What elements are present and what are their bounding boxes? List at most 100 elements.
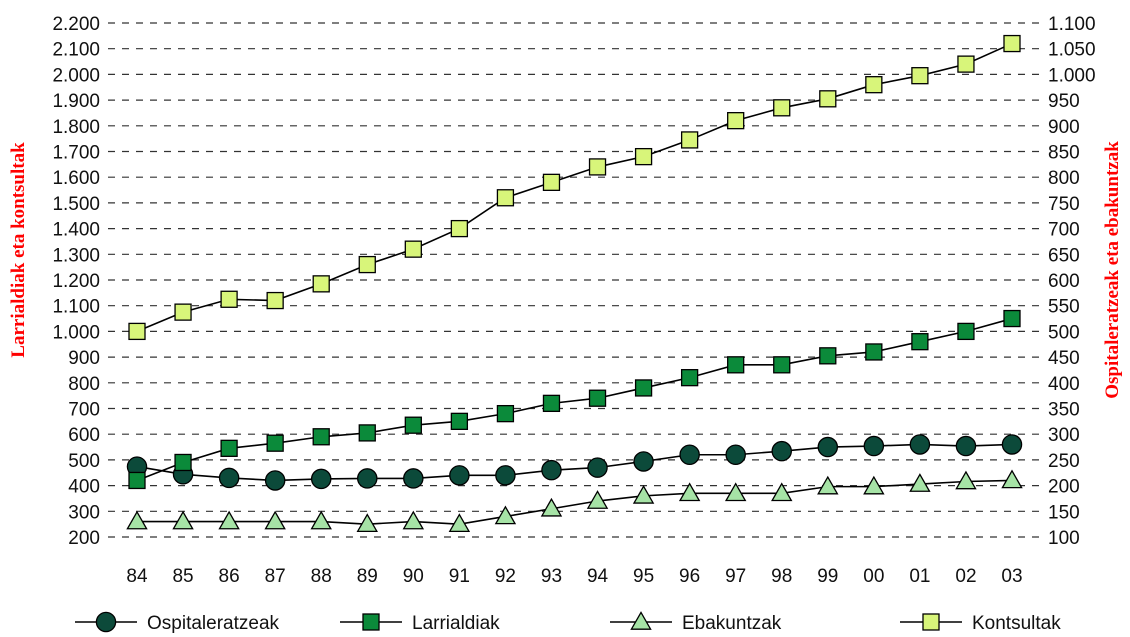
data-point-ebakuntzak xyxy=(955,470,977,490)
data-point-ebakuntzak xyxy=(724,482,747,502)
right-tick-label: 1.050 xyxy=(1048,40,1096,61)
left-tick-label: 1.800 xyxy=(52,117,100,138)
data-point-ospitaleratzeak xyxy=(863,435,885,457)
data-point-kontsultak xyxy=(727,112,745,130)
data-point-larrialdiak xyxy=(358,424,376,442)
data-point-ospitaleratzeak xyxy=(955,435,977,457)
series-ebakuntzak xyxy=(126,469,1023,532)
x-tick-label: 96 xyxy=(679,566,700,587)
data-point-larrialdiak xyxy=(174,453,192,472)
data-point-kontsultak xyxy=(404,240,422,258)
data-point-larrialdiak xyxy=(1003,309,1021,328)
right-tick-label: 650 xyxy=(1048,245,1080,266)
data-point-kontsultak xyxy=(773,99,791,117)
data-point-larrialdiak xyxy=(404,416,422,434)
data-point-larrialdiak xyxy=(727,356,745,374)
data-point-ospitaleratzeak xyxy=(403,468,424,489)
series-larrialdiak xyxy=(128,309,1021,490)
x-tick-label: 88 xyxy=(311,566,332,587)
left-tick-label: 300 xyxy=(68,502,100,523)
right-axis-title: Ospitaleratzeak eta ebakuntzak xyxy=(1102,141,1123,399)
right-tick-label: 200 xyxy=(1048,477,1080,498)
left-tick-label: 2.100 xyxy=(52,40,100,61)
data-point-ebakuntzak xyxy=(494,505,517,525)
x-tick-label: 00 xyxy=(863,566,884,587)
left-tick-label: 900 xyxy=(68,348,100,369)
data-point-kontsultak xyxy=(174,303,192,321)
left-tick-label: 1.200 xyxy=(52,271,100,292)
data-point-kontsultak xyxy=(358,255,376,274)
legend-item-ebakuntzak: Ebakuntzak xyxy=(610,611,782,634)
x-tick-label: 01 xyxy=(909,566,930,587)
data-point-larrialdiak xyxy=(542,394,561,413)
right-tick-label: 900 xyxy=(1048,117,1080,138)
data-point-larrialdiak xyxy=(819,347,837,365)
right-tick-label: 400 xyxy=(1048,374,1080,395)
legend-marker-ospitaleratzeak xyxy=(95,611,117,633)
left-axis-title: Larrialdiak eta kontsultak xyxy=(8,142,29,358)
x-tick-label: 92 xyxy=(495,566,516,587)
left-tick-label: 1.600 xyxy=(52,168,100,189)
left-tick-label: 600 xyxy=(68,425,100,446)
legend: Ospitaleratzeak Larrialdiak Ebakuntzak Kont… xyxy=(75,611,1061,634)
left-tick-label: 1.100 xyxy=(52,297,100,318)
x-tick-label: 95 xyxy=(633,566,654,587)
right-tick-label: 350 xyxy=(1048,400,1080,421)
data-point-kontsultak xyxy=(957,55,975,73)
left-tick-label: 200 xyxy=(68,528,100,549)
data-point-kontsultak xyxy=(911,67,929,85)
data-point-ospitaleratzeak xyxy=(541,459,562,481)
right-tick-label: 1.100 xyxy=(1048,14,1096,35)
data-point-kontsultak xyxy=(312,275,330,293)
series-line-larrialdiak xyxy=(136,317,1013,482)
data-point-ebakuntzak xyxy=(310,510,332,530)
left-tick-label: 1.500 xyxy=(52,194,100,215)
data-point-kontsultak xyxy=(1003,34,1021,53)
x-tick-label: 02 xyxy=(955,566,976,587)
left-tick-label: 1.900 xyxy=(52,91,100,112)
data-point-larrialdiak xyxy=(266,434,284,452)
x-tick-label: 99 xyxy=(817,566,838,587)
data-point-ebakuntzak xyxy=(817,475,839,495)
data-point-ebakuntzak xyxy=(172,510,194,530)
left-tick-label: 1.000 xyxy=(52,322,100,343)
x-axis-ticks: 84 85 86 87 88 89 90 91 92 93 94 95 96 97 98 99 00 01 02 03 xyxy=(126,566,1022,587)
data-point-ebakuntzak xyxy=(448,513,471,532)
x-tick-label: 87 xyxy=(265,566,286,587)
data-point-ebakuntzak xyxy=(540,497,563,517)
data-point-ebakuntzak xyxy=(678,482,701,502)
data-point-ospitaleratzeak xyxy=(587,457,608,478)
data-point-kontsultak xyxy=(865,76,883,94)
left-tick-label: 500 xyxy=(68,451,100,472)
x-tick-label: 90 xyxy=(403,566,424,587)
data-point-kontsultak xyxy=(128,322,146,341)
x-tick-label: 03 xyxy=(1001,566,1022,587)
data-point-ebakuntzak xyxy=(402,510,425,530)
right-tick-label: 700 xyxy=(1048,220,1080,241)
x-tick-label: 94 xyxy=(587,566,609,587)
data-point-ospitaleratzeak xyxy=(1001,434,1023,455)
data-point-kontsultak xyxy=(450,219,469,238)
data-point-ebakuntzak xyxy=(126,510,148,530)
data-point-ospitaleratzeak xyxy=(310,468,332,490)
legend-label-larrialdiak: Larrialdiak xyxy=(412,613,500,634)
data-point-ebakuntzak xyxy=(1001,469,1023,489)
data-point-ospitaleratzeak xyxy=(909,434,931,455)
x-tick-label: 89 xyxy=(357,566,378,587)
x-tick-label: 84 xyxy=(126,566,148,587)
data-point-ebakuntzak xyxy=(356,513,378,532)
data-point-ebakuntzak xyxy=(632,484,655,504)
x-tick-label: 97 xyxy=(725,566,746,587)
x-tick-label: 86 xyxy=(219,566,240,587)
right-tick-label: 950 xyxy=(1048,91,1080,112)
data-point-ospitaleratzeak xyxy=(633,451,654,472)
data-point-larrialdiak xyxy=(634,379,653,397)
series-kontsultak xyxy=(128,34,1021,341)
data-point-ospitaleratzeak xyxy=(449,465,470,486)
data-point-larrialdiak xyxy=(588,389,607,407)
data-point-kontsultak xyxy=(819,90,837,108)
data-point-larrialdiak xyxy=(312,428,330,446)
data-point-kontsultak xyxy=(266,291,284,310)
left-tick-label: 1.400 xyxy=(52,220,100,241)
data-point-larrialdiak xyxy=(496,404,515,423)
